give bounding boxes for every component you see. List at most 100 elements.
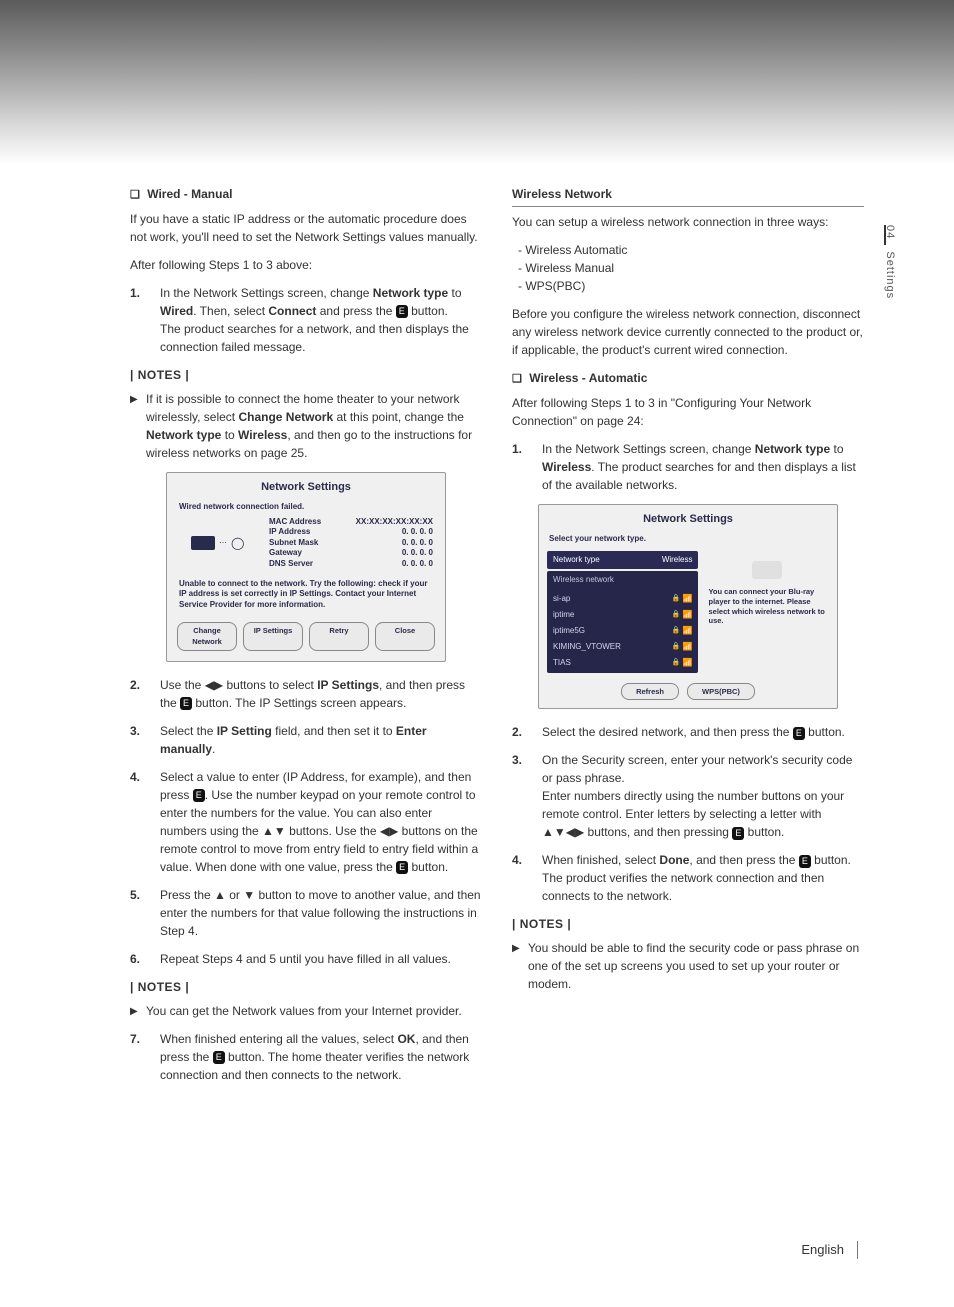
list-item: WPS(PBC) [518,277,864,295]
wireless-heading: Wireless Network [512,185,864,207]
wireless-methods: Wireless Automatic Wireless Manual WPS(P… [518,241,864,295]
enter-icon: E [396,305,408,318]
ss-title: Network Settings [167,473,445,500]
lock-icon: 🔒 [672,626,681,637]
step-2: 2. Select the desired network, and then … [512,723,864,741]
network-item[interactable]: KIMING_VTOWER🔒📶 [547,639,698,655]
step-6: 6. Repeat Steps 4 and 5 until you have f… [130,950,482,968]
change-network-button[interactable]: Change Network [177,622,237,651]
retry-button[interactable]: Retry [309,622,369,651]
enter-icon: E [732,827,744,840]
wifi-icon: 📶 [683,593,693,605]
wired-steps-1: 1. In the Network Settings screen, chang… [130,284,482,356]
wifi-icon: 📶 [683,625,693,637]
wifi-icon: 📶 [683,641,693,653]
left-column: ❏ Wired - Manual If you have a static IP… [130,185,482,1094]
wireless-auto-heading: ❏ Wireless - Automatic [512,369,864,388]
wps-button[interactable]: WPS(PBC) [687,683,755,700]
link-icon: ⋯ [219,537,227,549]
device-icon [191,536,215,550]
step-3: 3. Select the IP Setting field, and then… [130,722,482,758]
ss-error-msg: Unable to connect to the network. Try th… [167,575,445,618]
list-item: Wireless Automatic [518,241,864,259]
notes-heading: | NOTES | [130,978,482,996]
wired-steps-2: 2. Use the ◀▶ buttons to select IP Setti… [130,676,482,968]
list-item: Wireless Manual [518,259,864,277]
step-3: 3. On the Security screen, enter your ne… [512,751,864,841]
network-item[interactable]: si-ap🔒📶 [547,591,698,607]
enter-icon: E [396,861,408,874]
notes-heading: | NOTES | [130,366,482,384]
ip-settings-button[interactable]: IP Settings [243,622,303,651]
close-button[interactable]: Close [375,622,435,651]
ss-buttons: Refresh WPS(PBC) [539,677,837,708]
wireless-steps: 1. In the Network Settings screen, chang… [512,440,864,494]
lock-icon: 🔒 [672,594,681,605]
lock-icon: 🔒 [672,642,681,653]
step-7: 7. When finished entering all the values… [130,1030,482,1084]
lock-icon: 🔒 [672,610,681,621]
globe-icon: ◯ [231,534,244,552]
enter-icon: E [799,855,811,868]
step-4: 4. Select a value to enter (IP Address, … [130,768,482,876]
wireless-settings-screenshot: Network Settings Select your network typ… [538,504,838,710]
wireless-steps-2: 2. Select the desired network, and then … [512,723,864,905]
arrow-icon: ▶ [130,390,146,462]
wired-manual-heading: ❏ Wired - Manual [130,185,482,204]
top-gradient [0,0,954,165]
refresh-button[interactable]: Refresh [621,683,679,700]
step-5: 5. Press the ▲ or ▼ button to move to an… [130,886,482,940]
arrow-icon: ▶ [512,939,528,993]
network-type-row[interactable]: Network type Wireless [547,551,698,569]
ss-fail-msg: Wired network connection failed. [167,499,445,517]
network-item[interactable]: TIAS🔒📶 [547,655,698,671]
ss-info-vals: XX:XX:XX:XX:XX:XX 0. 0. 0. 0 0. 0. 0. 0 … [356,517,433,569]
heading-text: Wired - Manual [147,187,232,201]
wired-settings-screenshot: Network Settings Wired network connectio… [166,472,446,662]
ss-info-text: You can connect your Blu-ray player to t… [708,587,825,626]
checkbox-icon: ❏ [512,373,522,385]
router-icon [752,561,782,579]
ss-buttons: Change Network IP Settings Retry Close [167,618,445,661]
lock-icon: 🔒 [672,658,681,669]
chapter-label: Settings [884,251,896,299]
enter-icon: E [193,789,205,802]
network-item[interactable]: iptime🔒📶 [547,607,698,623]
right-column: Wireless Network You can setup a wireles… [512,185,864,1094]
step-1: 1. In the Network Settings screen, chang… [512,440,864,494]
step-1: 1. In the Network Settings screen, chang… [130,284,482,356]
page-content: ❏ Wired - Manual If you have a static IP… [0,165,954,1094]
page-language: English [801,1242,844,1257]
notes-heading: | NOTES | [512,915,864,933]
intro-para-1: If you have a static IP address or the a… [130,210,482,246]
step-4: 4. When finished, select Done, and then … [512,851,864,905]
note-item: ▶ You can get the Network values from yo… [130,1002,482,1020]
ss-select-msg: Select your network type. [539,531,837,551]
ss-info-labels: MAC Address IP Address Subnet Mask Gatew… [269,517,329,569]
wireless-label: Wireless network [547,571,698,589]
ss-left-panel: Network type Wireless Wireless network s… [547,551,698,673]
wifi-icon: 📶 [683,609,693,621]
note-text: If it is possible to connect the home th… [146,390,482,462]
arrow-icon: ▶ [130,1002,146,1020]
side-tab: 04 Settings [884,225,896,299]
wireless-p3: After following Steps 1 to 3 in "Configu… [512,394,864,430]
step-body: In the Network Settings screen, change N… [160,284,482,356]
chapter-number: 04 [884,225,896,239]
checkbox-icon: ❏ [130,189,140,201]
wireless-intro: You can setup a wireless network connect… [512,213,864,231]
intro-para-2: After following Steps 1 to 3 above: [130,256,482,274]
footer-divider [857,1241,858,1259]
wired-steps-3: 7. When finished entering all the values… [130,1030,482,1084]
enter-icon: E [213,1051,225,1064]
network-list: si-ap🔒📶 iptime🔒📶 iptime5G🔒📶 KIMING_VTOWE… [547,589,698,673]
enter-icon: E [180,697,192,710]
wifi-icon: 📶 [683,657,693,669]
enter-icon: E [793,727,805,740]
network-item[interactable]: iptime5G🔒📶 [547,623,698,639]
step-2: 2. Use the ◀▶ buttons to select IP Setti… [130,676,482,712]
note-item: ▶ If it is possible to connect the home … [130,390,482,462]
note-item: ▶ You should be able to find the securit… [512,939,864,993]
wireless-p2: Before you configure the wireless networ… [512,305,864,359]
ss-diagram: ⋯ ◯ [179,517,269,569]
